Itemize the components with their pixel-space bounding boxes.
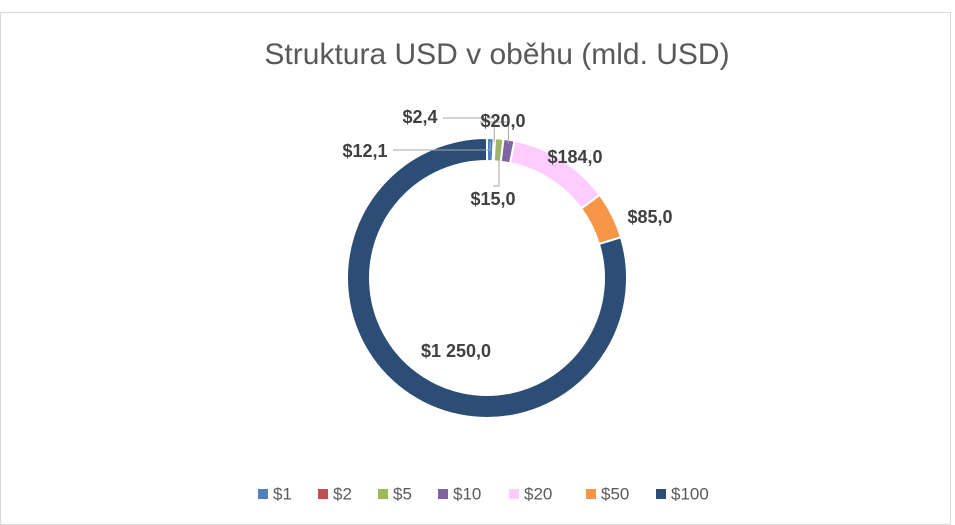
legend-swatch [258,489,268,499]
legend-label: $20 [524,484,552,503]
data-label: $1 250,0 [421,341,491,361]
chart-frame [0,12,951,525]
data-label: $184,0 [547,147,602,167]
data-label: $20,0 [480,111,525,131]
legend-label: $5 [393,484,412,503]
leader-line [443,117,495,143]
legend-swatch [318,489,328,499]
leader-line [493,142,500,187]
legend-swatch [378,489,388,499]
legend-label: $2 [333,484,352,503]
legend-label: $50 [601,484,629,503]
legend-swatch [509,489,519,499]
legend-label: $1 [273,484,292,503]
data-label: $85,0 [627,207,672,227]
legend-label: $100 [671,484,709,503]
legend-label: $10 [453,484,481,503]
leader-line [393,142,491,151]
data-label: $2,4 [402,107,437,127]
leader-line [480,121,509,144]
legend-swatch [438,489,448,499]
chart-title: Struktura USD v oběhu (mld. USD) [264,38,729,71]
legend-swatch [656,489,666,499]
legend-swatch [586,489,596,499]
data-label: $15,0 [470,189,515,209]
donut-slice [346,136,628,419]
data-label: $12,1 [342,141,387,161]
